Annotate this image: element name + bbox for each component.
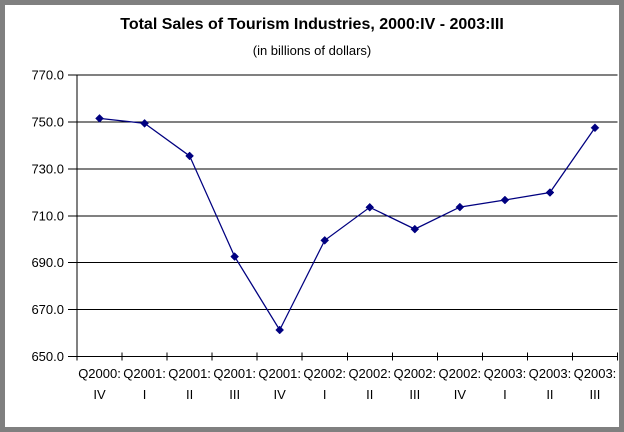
data-point-marker — [545, 188, 555, 197]
x-tick-label-top: Q2002: — [439, 366, 482, 381]
y-tick-label: 730.0 — [31, 161, 64, 176]
chart-subtitle: (in billions of dollars) — [252, 43, 372, 58]
x-tick-label-bottom: III — [590, 387, 601, 402]
y-tick-label: 650.0 — [31, 349, 64, 364]
x-tick-label-bottom: II — [186, 387, 193, 402]
x-tick-label-bottom: III — [229, 387, 240, 402]
data-point-marker — [185, 151, 194, 161]
chart-title: Total Sales of Tourism Industries, 2000:… — [120, 16, 504, 33]
data-point-marker — [320, 236, 330, 245]
data-point-marker — [365, 202, 375, 212]
x-tick-label-top: Q2001: — [168, 366, 211, 381]
data-point-marker — [410, 224, 420, 234]
y-tick-label: 670.0 — [31, 302, 64, 317]
x-tick-label-top: Q2000: — [78, 366, 121, 381]
data-point-marker — [140, 118, 149, 128]
series-line — [99, 117, 596, 332]
x-tick-label-top: Q2003: — [574, 366, 617, 381]
data-point-marker — [230, 252, 239, 261]
x-tick-label-top: Q2002: — [303, 366, 346, 381]
y-tick-label: 690.0 — [31, 255, 64, 270]
x-tick-label-top: Q2001: — [258, 366, 301, 381]
x-tick-label-bottom: III — [409, 387, 420, 402]
x-tick-label-top: Q2003: — [529, 366, 572, 381]
x-tick-label-bottom: IV — [454, 387, 467, 402]
y-tick-label: 710.0 — [31, 208, 64, 223]
data-point-marker — [455, 202, 465, 212]
data-point-marker — [275, 325, 285, 335]
y-tick-label: 750.0 — [31, 114, 64, 129]
x-tick-label-top: Q2003: — [484, 366, 527, 381]
data-point-marker — [500, 195, 510, 205]
x-tick-label-top: Q2001: — [213, 366, 256, 381]
x-tick-label-bottom: II — [366, 387, 373, 402]
y-tick-label: 770.0 — [31, 68, 64, 83]
x-tick-label-top: Q2001: — [123, 366, 166, 381]
data-point-marker — [590, 123, 600, 133]
x-tick-label-bottom: I — [323, 387, 327, 402]
x-tick-label-bottom: IV — [274, 387, 287, 402]
x-tick-label-bottom: I — [143, 387, 147, 402]
x-tick-label-bottom: I — [503, 387, 507, 402]
data-point-marker — [95, 114, 104, 123]
x-tick-label-bottom: II — [546, 387, 553, 402]
x-tick-label-top: Q2002: — [348, 366, 391, 381]
x-tick-label-top: Q2002: — [393, 366, 436, 381]
x-tick-label-bottom: IV — [93, 387, 106, 402]
